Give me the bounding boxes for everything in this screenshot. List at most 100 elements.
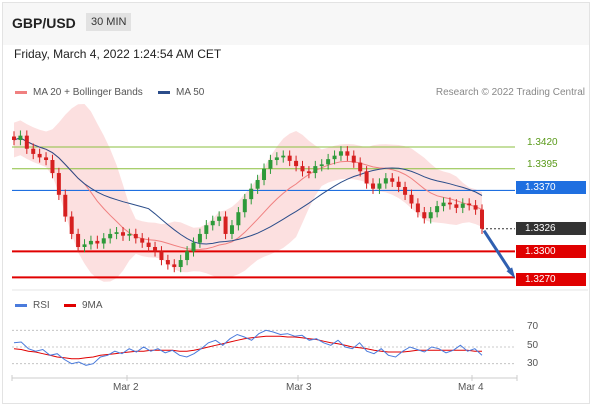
projection-arrow-head <box>506 267 516 279</box>
candle-body <box>133 233 138 239</box>
legend-ma20: MA 20 + Bollinger Bands <box>15 87 143 98</box>
candle-body <box>24 135 29 149</box>
rsi-tick-50: 50 <box>527 340 539 351</box>
candle-body <box>467 203 472 206</box>
candle-body <box>383 178 388 184</box>
candle-body <box>281 155 286 158</box>
candle-body <box>178 260 183 267</box>
candle-body <box>306 171 311 174</box>
candle-body <box>127 233 132 236</box>
candle-body <box>377 183 382 189</box>
legend-9ma-label: 9MA <box>82 300 103 311</box>
candle-body <box>319 164 324 167</box>
candle-body <box>345 151 350 156</box>
candle-body <box>217 216 222 221</box>
candle-body <box>480 209 484 229</box>
candle-body <box>326 159 331 165</box>
support1-badge: 1.3300 <box>516 245 586 258</box>
ma20-swatch <box>15 91 27 94</box>
ma50-line <box>13 137 483 245</box>
legend-9ma: 9MA <box>64 300 103 311</box>
candle-body <box>140 238 145 243</box>
candle-body <box>185 251 190 261</box>
currency-pair-title: GBP/USD <box>12 15 76 31</box>
legend-ma50-label: MA 50 <box>176 87 205 98</box>
candle-body <box>415 203 420 213</box>
rsi-swatch <box>15 304 27 307</box>
legend-rsi-label: RSI <box>33 300 50 311</box>
candle-body <box>69 216 74 234</box>
candle-body <box>313 166 318 174</box>
candle-body <box>82 244 87 247</box>
rsi-tick-30: 30 <box>527 358 539 369</box>
candle-body <box>44 157 49 161</box>
candle-body <box>460 203 465 208</box>
level-r1-label: 1.3420 <box>527 137 558 148</box>
candle-body <box>120 232 125 236</box>
level-r2-label: 1.3395 <box>527 159 558 170</box>
candle-body <box>274 157 279 161</box>
candle-body <box>153 246 158 252</box>
bollinger-band <box>14 104 482 282</box>
candle-body <box>31 148 36 154</box>
ma20-line <box>13 137 483 251</box>
x-tick-mar3: Mar 3 <box>286 382 312 393</box>
legend-rsi: RSI <box>15 300 50 311</box>
candle-body <box>294 160 299 167</box>
candle-body <box>12 136 16 141</box>
candle-body <box>422 212 427 219</box>
candle-body <box>454 204 459 208</box>
candle-body <box>396 181 401 187</box>
candle-body <box>108 233 113 239</box>
candle-body <box>371 183 376 189</box>
x-tick-mar2: Mar 2 <box>113 382 139 393</box>
candle-body <box>197 233 202 243</box>
candle-body <box>159 251 164 261</box>
credit-text: Research © 2022 Trading Central <box>435 87 585 98</box>
candle-body <box>364 171 369 184</box>
candle-body <box>172 264 177 267</box>
candle-body <box>255 180 260 189</box>
timeframe-badge[interactable]: 30 MIN <box>86 13 132 31</box>
candle-body <box>18 135 23 141</box>
ma50-swatch <box>158 91 170 94</box>
candle-body <box>204 225 209 234</box>
candle-body <box>262 168 267 181</box>
projection-arrow-shaft <box>482 229 514 275</box>
candle-body <box>76 233 81 247</box>
candle-body <box>101 238 106 244</box>
candle-body <box>390 178 395 182</box>
candle-body <box>249 188 254 200</box>
candle-body <box>50 160 55 174</box>
candle-body <box>409 194 414 204</box>
legend-ma50: MA 50 <box>158 87 204 98</box>
candle-body <box>268 160 273 169</box>
candle-body <box>435 206 440 213</box>
candle-body <box>441 202 446 207</box>
candle-body <box>37 153 42 158</box>
candle-body <box>300 166 305 172</box>
last-price-badge: 1.3326 <box>516 222 586 235</box>
candle-body <box>95 240 100 244</box>
candle-body <box>332 155 337 160</box>
pivot-badge: 1.3370 <box>516 181 586 194</box>
x-tick-mar4: Mar 4 <box>458 382 484 393</box>
candle-body <box>287 155 292 161</box>
candle-body <box>338 151 343 156</box>
candle-body <box>56 173 61 195</box>
candle-body <box>428 212 433 219</box>
candle-body <box>358 162 363 172</box>
9ma-swatch <box>64 304 76 307</box>
chart-datetime: Friday, March 4, 2022 1:24:54 AM CET <box>14 47 222 61</box>
candle-body <box>165 260 170 265</box>
candle-body <box>191 242 196 252</box>
candle-body <box>229 225 234 234</box>
candle-body <box>242 199 247 213</box>
candle-body <box>223 216 228 234</box>
rsi-line <box>13 329 483 366</box>
candle-body <box>236 212 241 226</box>
rsi-tick-70: 70 <box>527 321 539 332</box>
candle-body <box>447 202 452 205</box>
legend-ma20-label: MA 20 + Bollinger Bands <box>33 87 143 98</box>
